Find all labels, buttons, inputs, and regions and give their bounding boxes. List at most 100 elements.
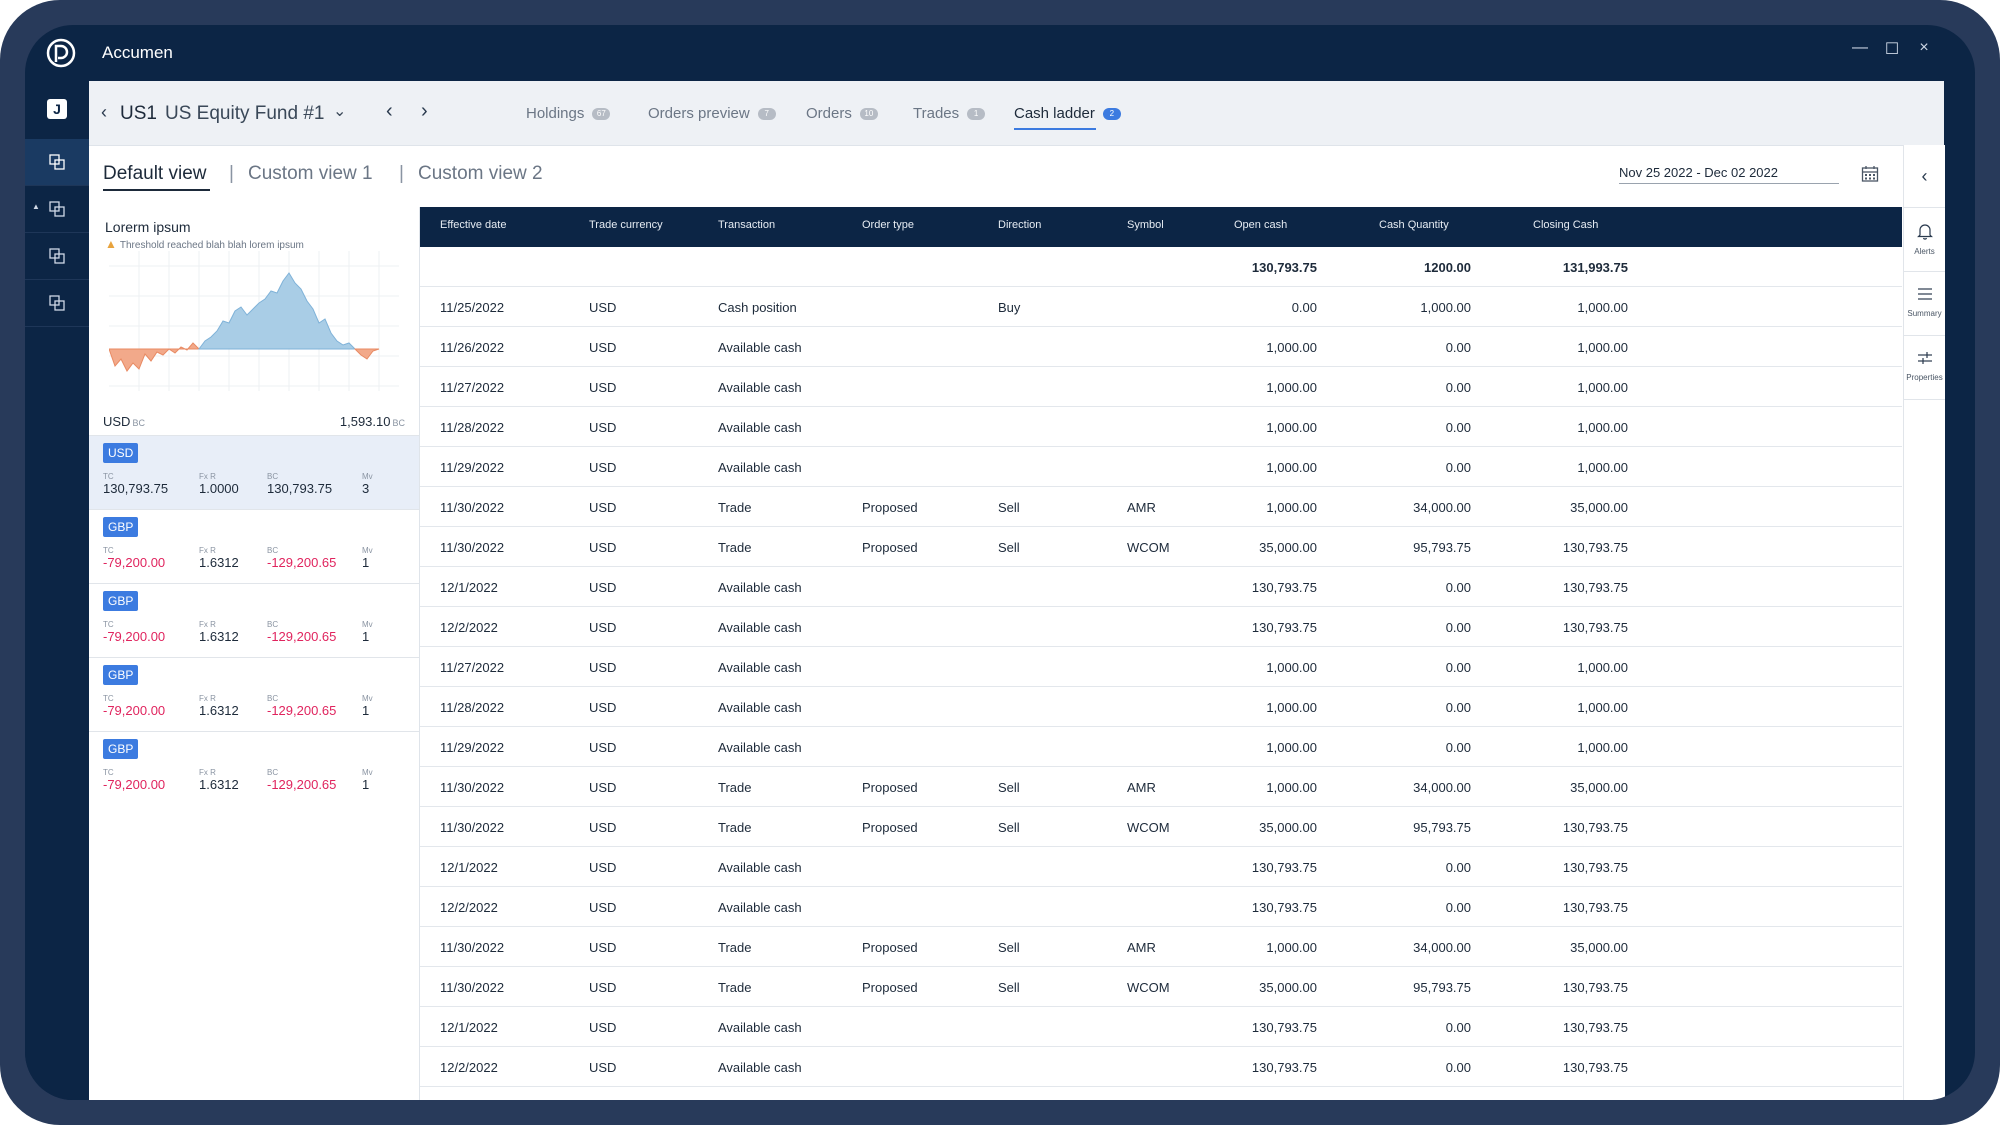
cell-transaction: Available cash: [718, 700, 802, 715]
panel-total: 1,593.10 BC: [339, 414, 405, 429]
cell-closing-cash: 130,793.75: [1562, 620, 1628, 635]
date-range-input[interactable]: Nov 25 2022 - Dec 02 2022: [1619, 165, 1839, 184]
cell-closing-cash: 130,793.75: [1562, 580, 1628, 595]
properties-button[interactable]: Properties: [1904, 336, 1945, 400]
currency-card[interactable]: USD TC 130,793.75 Fx R 1.0000 BC 130,793…: [89, 435, 419, 509]
cell-trade-currency: USD: [589, 900, 617, 915]
table-row[interactable]: 11/25/2022 USD Cash position Buy 0.00 1,000.0…: [420, 287, 1902, 327]
currency-card[interactable]: GBP TC -79,200.00 Fx R 1.6312 BC -129,20…: [89, 731, 419, 805]
col-symbol[interactable]: Symbol: [1127, 219, 1164, 231]
col-closing-cash[interactable]: Closing Cash: [1533, 219, 1599, 231]
cell-trade-currency: USD: [589, 780, 617, 795]
col-effective-date[interactable]: Effective date: [440, 219, 507, 231]
cell-open-cash: 130,793.75: [1251, 580, 1317, 595]
cell-cash-quantity: 0.00: [1445, 660, 1471, 675]
table-row[interactable]: 11/30/2022 USD Trade Proposed Sell WCOM 35,000…: [420, 807, 1902, 847]
rail-item-4[interactable]: [25, 280, 89, 327]
view-custom-1[interactable]: Custom view 1: [248, 163, 373, 184]
table-row[interactable]: 11/30/2022 USD Trade Proposed Sell AMR 1,000.0…: [420, 487, 1902, 527]
cell-symbol: AMR: [1127, 780, 1156, 795]
table-row[interactable]: 12/2/2022 USD Available cash 130,793.75 0.00…: [420, 607, 1902, 647]
view-default[interactable]: Default view: [103, 163, 210, 191]
table-row[interactable]: 12/1/2022 USD Available cash 130,793.75 0.00…: [420, 1007, 1902, 1047]
currency-card[interactable]: GBP TC -79,200.00 Fx R 1.6312 BC -129,20…: [89, 583, 419, 657]
table-row[interactable]: 11/29/2022 USD Available cash 1,000.00 0.00 1…: [420, 447, 1902, 487]
cell-open-cash: 35,000.00: [1259, 540, 1317, 555]
cell-cash-quantity: 0.00: [1445, 620, 1471, 635]
title-bar: Accumen — ☐ ×: [25, 25, 1975, 81]
rail-item-1[interactable]: [25, 139, 89, 186]
panel-currency: USD BC: [103, 414, 145, 429]
tab-holdings[interactable]: Holdings 67: [526, 105, 611, 122]
prev-fund-icon[interactable]: ‹: [386, 100, 393, 122]
cell-transaction: Trade: [718, 500, 752, 515]
currency-card[interactable]: GBP TC -79,200.00 Fx R 1.6312 BC -129,20…: [89, 509, 419, 583]
close-icon[interactable]: ×: [1919, 39, 1929, 56]
table-row[interactable]: 11/30/2022 USD Trade Proposed Sell AMR 1,000.0…: [420, 927, 1902, 967]
table-row[interactable]: 12/2/2022 USD Available cash 130,793.75 0.00…: [420, 1047, 1902, 1087]
cell-effective-date: 11/29/2022: [440, 460, 505, 475]
bell-icon: [1916, 224, 1933, 240]
table-row[interactable]: 11/28/2022 USD Available cash 1,000.00 0.00 1…: [420, 407, 1902, 447]
rail-item-3[interactable]: [25, 233, 89, 280]
cell-direction: Sell: [998, 820, 1020, 835]
currency-card[interactable]: GBP TC -79,200.00 Fx R 1.6312 BC -129,20…: [89, 657, 419, 731]
chevron-down-icon[interactable]: ⌄: [333, 103, 347, 120]
app-window: Accumen — ☐ × J ▲ ‹ US1 US Equity Fund #…: [25, 25, 1975, 1100]
cell-open-cash: 0.00: [1291, 300, 1317, 315]
cell-effective-date: 11/29/2022: [440, 740, 505, 755]
tab-orders-preview[interactable]: Orders preview 7: [648, 105, 776, 122]
cell-trade-currency: USD: [589, 980, 617, 995]
cell-open-cash: 1,000.00: [1266, 380, 1317, 395]
cell-open-cash: 1,000.00: [1266, 940, 1317, 955]
summary-button[interactable]: Summary: [1904, 272, 1945, 336]
rail-item-2[interactable]: ▲: [25, 186, 89, 233]
cell-order-type: Proposed: [862, 980, 918, 995]
col-order-type[interactable]: Order type: [862, 219, 914, 231]
minimize-icon[interactable]: —: [1852, 39, 1868, 56]
col-direction[interactable]: Direction: [998, 219, 1042, 231]
next-fund-icon[interactable]: ›: [421, 100, 428, 122]
total-closing-cash: 131,993.75: [1562, 260, 1628, 275]
col-open-cash[interactable]: Open cash: [1234, 219, 1288, 231]
cash-ladder-table: Effective date Trade currency Transactio…: [420, 207, 1902, 1100]
card-field-fxr: Fx R 1.6312: [199, 620, 239, 644]
table-row[interactable]: 11/30/2022 USD Trade Proposed Sell AMR 1,000.0…: [420, 767, 1902, 807]
card-field-tc: TC -79,200.00: [103, 620, 166, 644]
table-row[interactable]: 11/27/2022 USD Available cash 1,000.00 0.00 1…: [420, 367, 1902, 407]
calendar-icon[interactable]: [1861, 165, 1879, 183]
cell-transaction: Available cash: [718, 460, 802, 475]
maximize-icon[interactable]: ☐: [1884, 41, 1900, 58]
cell-closing-cash: 1,000.00: [1577, 340, 1628, 355]
tab-orders[interactable]: Orders 10: [806, 105, 878, 122]
table-row[interactable]: 11/28/2022 USD Available cash 1,000.00 0.00 1…: [420, 687, 1902, 727]
col-trade-currency[interactable]: Trade currency: [589, 219, 663, 231]
table-row[interactable]: 11/26/2022 USD Available cash 1,000.00 0.00 1…: [420, 327, 1902, 367]
tab-cash-ladder[interactable]: Cash ladder 2: [1014, 105, 1121, 130]
cell-closing-cash: 1,000.00: [1577, 460, 1628, 475]
table-row[interactable]: 11/30/2022 USD Trade Proposed Sell WCOM 35,000…: [420, 967, 1902, 1007]
alerts-button[interactable]: Alerts: [1904, 208, 1945, 272]
collapse-chevron-icon[interactable]: ‹: [1904, 145, 1945, 208]
back-chevron-icon[interactable]: ‹: [101, 102, 107, 122]
col-transaction[interactable]: Transaction: [718, 219, 776, 231]
card-field-tc: TC -79,200.00: [103, 694, 166, 718]
table-row[interactable]: 11/30/2022 USD Trade Proposed Sell WCOM 35,000…: [420, 527, 1902, 567]
cell-closing-cash: 130,793.75: [1562, 980, 1628, 995]
table-row[interactable]: 11/27/2022 USD Available cash 1,000.00 0.00 1…: [420, 647, 1902, 687]
cell-effective-date: 11/30/2022: [440, 940, 505, 955]
main-content: ‹ US1 US Equity Fund #1 ⌄ ‹ › Holdings 67…: [89, 81, 1945, 1100]
d-logo-icon: [46, 38, 76, 68]
currency-panel: Lorerm ipsum ▲ Threshold reached blah bla…: [89, 207, 420, 1100]
cell-open-cash: 130,793.75: [1251, 620, 1317, 635]
cell-effective-date: 12/2/2022: [440, 1060, 498, 1075]
table-row[interactable]: 12/1/2022 USD Available cash 130,793.75 0.00…: [420, 567, 1902, 607]
avatar[interactable]: J: [47, 99, 67, 119]
view-custom-2[interactable]: Custom view 2: [418, 163, 543, 184]
table-row[interactable]: 12/1/2022 USD Available cash 130,793.75 0.00…: [420, 847, 1902, 887]
table-row[interactable]: 12/2/2022 USD Available cash 130,793.75 0.00…: [420, 887, 1902, 927]
table-row[interactable]: 11/29/2022 USD Available cash 1,000.00 0.00 1…: [420, 727, 1902, 767]
fund-name[interactable]: US Equity Fund #1: [165, 103, 325, 124]
col-cash-quantity[interactable]: Cash Quantity: [1379, 219, 1449, 231]
tab-trades[interactable]: Trades 1: [913, 105, 986, 122]
